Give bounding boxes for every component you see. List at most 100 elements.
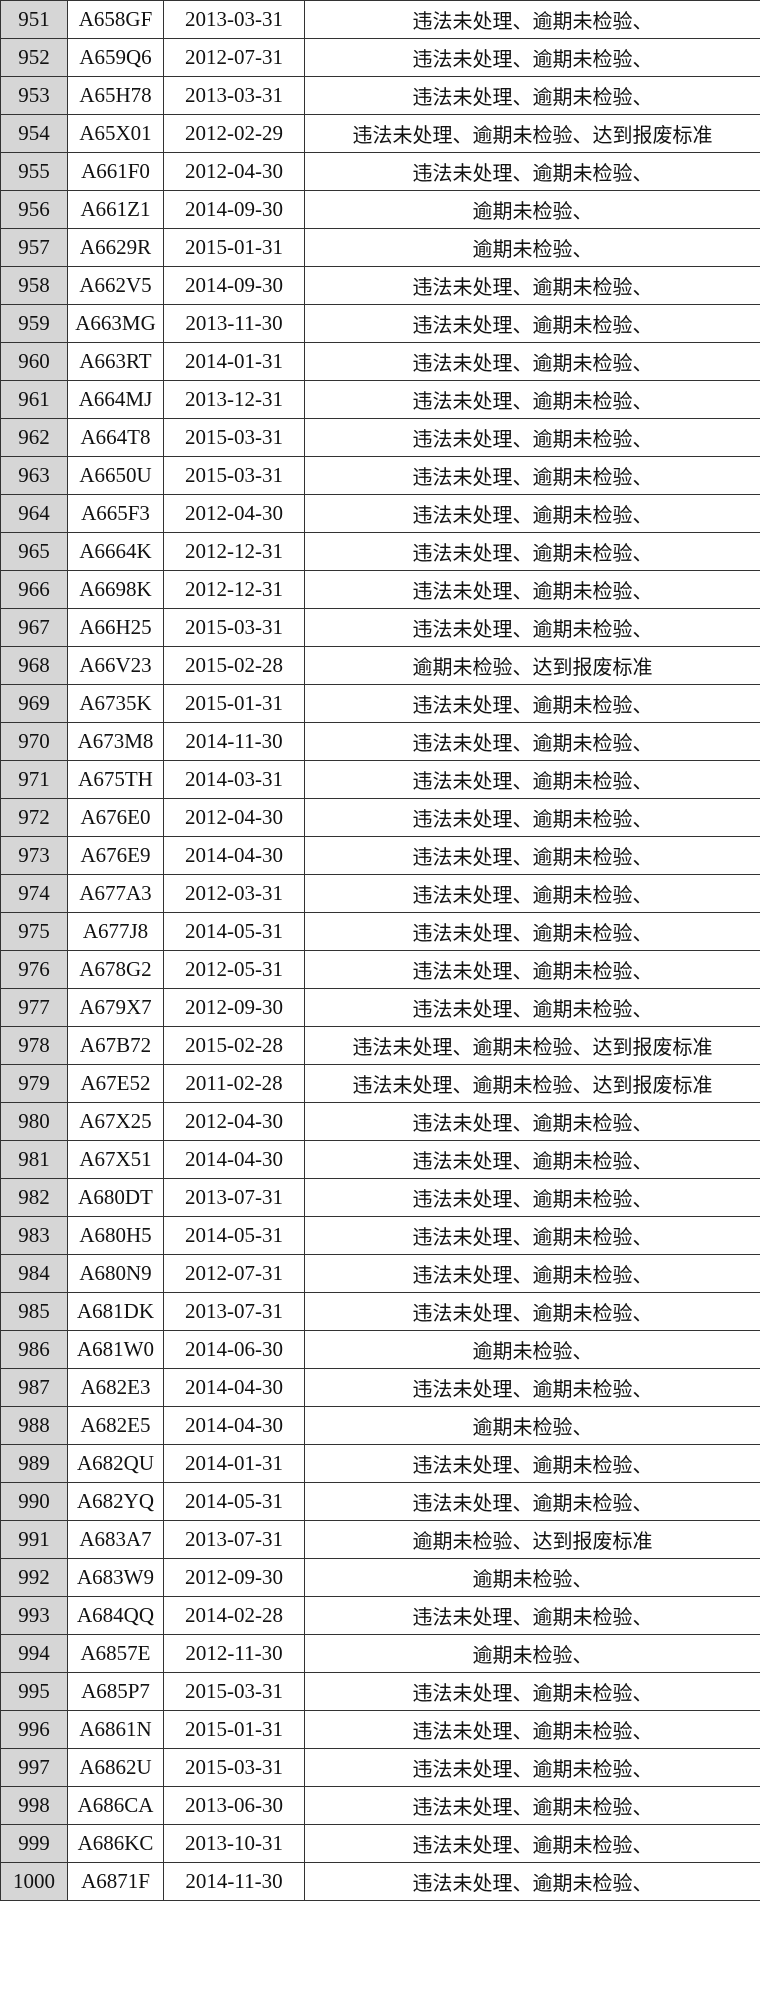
table-row: 1000 A6871F 2014-11-30 违法未处理、逾期未检验、 <box>0 1862 760 1901</box>
plate-number-cell: A673M8 <box>67 722 164 761</box>
row-number-cell: 999 <box>0 1824 68 1863</box>
status-cell: 违法未处理、逾期未检验、 <box>304 1862 760 1901</box>
row-number-cell: 988 <box>0 1406 68 1445</box>
status-cell: 违法未处理、逾期未检验、 <box>304 760 760 799</box>
plate-number-cell: A686KC <box>67 1824 164 1863</box>
inspection-date-cell: 2013-03-31 <box>163 0 305 39</box>
plate-number-cell: A678G2 <box>67 950 164 989</box>
plate-number-cell: A664T8 <box>67 418 164 457</box>
table-row: 962 A664T8 2015-03-31 违法未处理、逾期未检验、 <box>0 418 760 457</box>
plate-number-cell: A684QQ <box>67 1596 164 1635</box>
row-number-cell: 976 <box>0 950 68 989</box>
row-number-cell: 951 <box>0 0 68 39</box>
table-row: 953 A65H78 2013-03-31 违法未处理、逾期未检验、 <box>0 76 760 115</box>
plate-number-cell: A682YQ <box>67 1482 164 1521</box>
row-number-cell: 959 <box>0 304 68 343</box>
inspection-date-cell: 2014-11-30 <box>163 722 305 761</box>
status-cell: 违法未处理、逾期未检验、 <box>304 1710 760 1749</box>
row-number-cell: 980 <box>0 1102 68 1141</box>
status-cell: 违法未处理、逾期未检验、 <box>304 874 760 913</box>
status-cell: 违法未处理、逾期未检验、 <box>304 1482 760 1521</box>
row-number-cell: 955 <box>0 152 68 191</box>
inspection-date-cell: 2014-09-30 <box>163 190 305 229</box>
inspection-date-cell: 2015-01-31 <box>163 228 305 267</box>
inspection-date-cell: 2011-02-28 <box>163 1064 305 1103</box>
status-cell: 违法未处理、逾期未检验、 <box>304 950 760 989</box>
inspection-date-cell: 2012-04-30 <box>163 152 305 191</box>
plate-number-cell: A664MJ <box>67 380 164 419</box>
table-row: 995 A685P7 2015-03-31 违法未处理、逾期未检验、 <box>0 1672 760 1711</box>
status-cell: 违法未处理、逾期未检验、 <box>304 532 760 571</box>
inspection-date-cell: 2015-03-31 <box>163 418 305 457</box>
inspection-date-cell: 2014-01-31 <box>163 1444 305 1483</box>
inspection-date-cell: 2013-11-30 <box>163 304 305 343</box>
row-number-cell: 972 <box>0 798 68 837</box>
inspection-date-cell: 2014-05-31 <box>163 1216 305 1255</box>
row-number-cell: 981 <box>0 1140 68 1179</box>
plate-number-cell: A6871F <box>67 1862 164 1901</box>
table-row: 983 A680H5 2014-05-31 违法未处理、逾期未检验、 <box>0 1216 760 1255</box>
row-number-cell: 977 <box>0 988 68 1027</box>
table-row: 964 A665F3 2012-04-30 违法未处理、逾期未检验、 <box>0 494 760 533</box>
table-row: 980 A67X25 2012-04-30 违法未处理、逾期未检验、 <box>0 1102 760 1141</box>
plate-number-cell: A6735K <box>67 684 164 723</box>
status-cell: 违法未处理、逾期未检验、 <box>304 76 760 115</box>
table-row: 955 A661F0 2012-04-30 违法未处理、逾期未检验、 <box>0 152 760 191</box>
row-number-cell: 989 <box>0 1444 68 1483</box>
plate-number-cell: A6861N <box>67 1710 164 1749</box>
plate-number-cell: A680DT <box>67 1178 164 1217</box>
inspection-date-cell: 2012-02-29 <box>163 114 305 153</box>
plate-number-cell: A665F3 <box>67 494 164 533</box>
inspection-date-cell: 2013-12-31 <box>163 380 305 419</box>
row-number-cell: 967 <box>0 608 68 647</box>
plate-number-cell: A67X51 <box>67 1140 164 1179</box>
inspection-date-cell: 2015-01-31 <box>163 1710 305 1749</box>
table-row: 965 A6664K 2012-12-31 违法未处理、逾期未检验、 <box>0 532 760 571</box>
table-row: 989 A682QU 2014-01-31 违法未处理、逾期未检验、 <box>0 1444 760 1483</box>
row-number-cell: 996 <box>0 1710 68 1749</box>
inspection-date-cell: 2015-03-31 <box>163 456 305 495</box>
plate-number-cell: A66V23 <box>67 646 164 685</box>
table-row: 992 A683W9 2012-09-30 逾期未检验、 <box>0 1558 760 1597</box>
plate-number-cell: A6650U <box>67 456 164 495</box>
row-number-cell: 953 <box>0 76 68 115</box>
status-cell: 违法未处理、逾期未检验、 <box>304 380 760 419</box>
plate-number-cell: A6857E <box>67 1634 164 1673</box>
table-row: 967 A66H25 2015-03-31 违法未处理、逾期未检验、 <box>0 608 760 647</box>
table-row: 963 A6650U 2015-03-31 违法未处理、逾期未检验、 <box>0 456 760 495</box>
status-cell: 违法未处理、逾期未检验、 <box>304 494 760 533</box>
status-cell: 违法未处理、逾期未检验、 <box>304 608 760 647</box>
inspection-date-cell: 2014-04-30 <box>163 1140 305 1179</box>
inspection-date-cell: 2013-10-31 <box>163 1824 305 1863</box>
inspection-date-cell: 2015-02-28 <box>163 646 305 685</box>
status-cell: 逾期未检验、 <box>304 190 760 229</box>
inspection-date-cell: 2014-09-30 <box>163 266 305 305</box>
row-number-cell: 966 <box>0 570 68 609</box>
plate-number-cell: A663RT <box>67 342 164 381</box>
status-cell: 违法未处理、逾期未检验、达到报废标准 <box>304 1026 760 1065</box>
table-row: 988 A682E5 2014-04-30 逾期未检验、 <box>0 1406 760 1445</box>
row-number-cell: 958 <box>0 266 68 305</box>
plate-number-cell: A680N9 <box>67 1254 164 1293</box>
inspection-date-cell: 2012-07-31 <box>163 38 305 77</box>
row-number-cell: 964 <box>0 494 68 533</box>
inspection-date-cell: 2015-02-28 <box>163 1026 305 1065</box>
row-number-cell: 962 <box>0 418 68 457</box>
row-number-cell: 987 <box>0 1368 68 1407</box>
row-number-cell: 983 <box>0 1216 68 1255</box>
status-cell: 违法未处理、逾期未检验、 <box>304 1178 760 1217</box>
table-row: 957 A6629R 2015-01-31 逾期未检验、 <box>0 228 760 267</box>
plate-number-cell: A65X01 <box>67 114 164 153</box>
inspection-date-cell: 2012-09-30 <box>163 988 305 1027</box>
inspection-date-cell: 2012-09-30 <box>163 1558 305 1597</box>
table-row: 975 A677J8 2014-05-31 违法未处理、逾期未检验、 <box>0 912 760 951</box>
status-cell: 逾期未检验、 <box>304 1558 760 1597</box>
status-cell: 违法未处理、逾期未检验、 <box>304 1596 760 1635</box>
plate-number-cell: A662V5 <box>67 266 164 305</box>
row-number-cell: 994 <box>0 1634 68 1673</box>
table-row: 972 A676E0 2012-04-30 违法未处理、逾期未检验、 <box>0 798 760 837</box>
row-number-cell: 954 <box>0 114 68 153</box>
row-number-cell: 992 <box>0 1558 68 1597</box>
row-number-cell: 973 <box>0 836 68 875</box>
plate-number-cell: A685P7 <box>67 1672 164 1711</box>
